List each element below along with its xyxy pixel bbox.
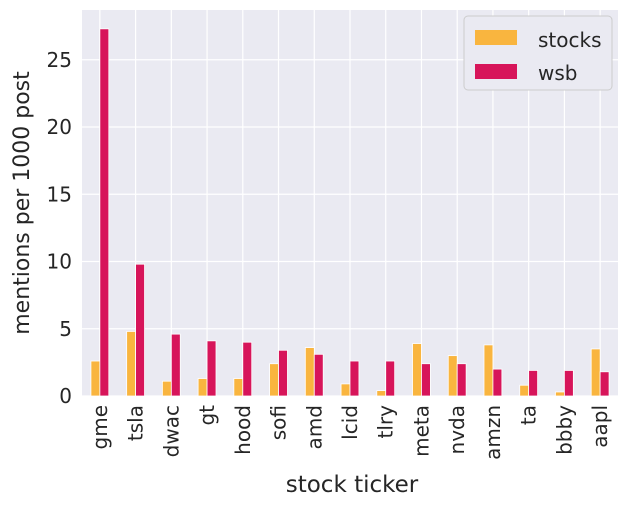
x-tick-label-lcid: lcid: [338, 405, 362, 440]
bar-stocks-sofi: [269, 363, 279, 397]
bar-wsb-tsla: [135, 263, 145, 397]
x-tick-label-dwac: dwac: [159, 405, 183, 457]
bar-wsb-hood: [242, 341, 253, 397]
x-tick-label-amzn: amzn: [481, 405, 505, 460]
x-tick-label-meta: meta: [409, 405, 433, 457]
x-tick-label-gme: gme: [88, 405, 112, 449]
bar-stocks-aapl: [590, 348, 601, 397]
x-axis-label: stock ticker: [286, 472, 419, 498]
x-tick-label-tlry: tlry: [374, 405, 398, 439]
y-tick-label: 25: [47, 48, 72, 72]
x-tick-label-nvda: nvda: [445, 405, 469, 454]
legend-swatch-wsb: [475, 64, 517, 79]
x-tick-label-amd: amd: [302, 405, 326, 449]
bar-wsb-amzn: [492, 368, 503, 397]
bar-stocks-nvda: [447, 355, 458, 397]
bar-stocks-gt: [197, 378, 208, 397]
bars: [90, 28, 610, 397]
y-tick-label: 20: [47, 115, 72, 139]
bar-wsb-meta: [421, 363, 431, 397]
bar-stocks-hood: [233, 378, 244, 397]
x-tick-labels: gme tsla dwac gt hood sofi amd lcid tlry meta nvda…: [88, 405, 612, 460]
bar-stocks-amd: [304, 347, 315, 397]
bar-stocks-tlry: [376, 390, 387, 397]
bar-stocks-dwac: [161, 380, 172, 397]
legend-label-wsb: wsb: [538, 61, 577, 85]
bar-stocks-tsla: [126, 331, 136, 397]
bar-wsb-lcid: [349, 360, 360, 397]
y-axis-label: mentions per 1000 post: [10, 71, 35, 335]
legend-swatch-stocks: [475, 30, 517, 45]
legend-label-stocks: stocks: [538, 28, 602, 52]
bar-wsb-aapl: [599, 371, 610, 397]
x-tick-label-tsla: tsla: [124, 405, 148, 441]
bar-stocks-gme: [90, 360, 101, 397]
bar-wsb-gt: [206, 340, 217, 397]
bar-wsb-amd: [313, 353, 324, 397]
bar-stocks-meta: [412, 343, 422, 397]
bar-wsb-bbby: [564, 370, 574, 397]
x-tick-label-bbby: bbby: [552, 405, 576, 455]
x-tick-label-aapl: aapl: [588, 405, 612, 448]
y-tick-labels: 0 5 10 15 20 25: [47, 48, 72, 408]
bar-wsb-ta: [528, 370, 539, 397]
y-tick-label: 10: [47, 250, 72, 274]
bar-stocks-amzn: [483, 344, 494, 397]
bar-stocks-lcid: [340, 383, 351, 397]
legend[interactable]: stocks wsb: [463, 15, 613, 91]
x-tick-label-ta: ta: [517, 405, 541, 425]
bar-wsb-nvda: [456, 363, 467, 397]
y-tick-label: 15: [47, 182, 72, 206]
bar-stocks-ta: [519, 384, 530, 397]
x-tick-label-gt: gt: [195, 405, 219, 426]
x-tick-label-hood: hood: [231, 405, 255, 455]
grid-lines: [82, 10, 618, 397]
y-tick-label: 0: [59, 384, 72, 408]
x-tick-label-sofi: sofi: [267, 405, 291, 440]
y-tick-label: 5: [59, 317, 72, 341]
bar-stocks-bbby: [555, 391, 565, 397]
bar-wsb-dwac: [170, 333, 181, 397]
bar-wsb-tlry: [385, 360, 396, 397]
bar-wsb-sofi: [278, 349, 288, 397]
bar-wsb-gme: [99, 28, 110, 397]
